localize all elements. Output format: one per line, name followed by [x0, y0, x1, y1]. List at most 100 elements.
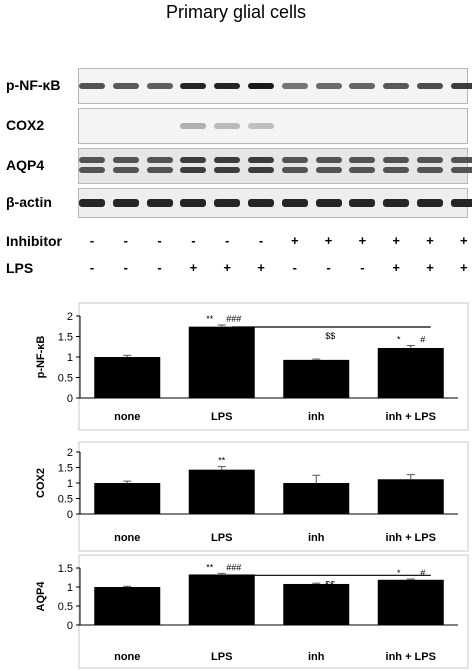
bar	[283, 483, 350, 514]
y-tick-label: 1	[67, 582, 73, 594]
blot-row-label: β-actin	[6, 194, 52, 210]
category-label: inh + LPS	[386, 651, 436, 663]
condition-sign: -	[191, 233, 196, 248]
blot-row-label: p-NF-κB	[6, 77, 61, 93]
blot-band	[450, 157, 472, 163]
blot-band	[315, 157, 342, 163]
blot-strip	[78, 148, 468, 184]
blot-band	[281, 157, 308, 163]
y-tick-label: 2	[67, 447, 73, 459]
category-label: inh	[308, 411, 325, 423]
condition-sign: +	[460, 260, 468, 275]
blot-band	[349, 199, 376, 207]
comparison-label: $$	[325, 331, 335, 341]
condition-sign: +	[460, 233, 468, 248]
blot-band	[248, 167, 274, 173]
blot-band	[383, 157, 410, 163]
blot-band	[417, 167, 443, 173]
condition-sign: +	[426, 233, 434, 248]
blot-band	[248, 199, 274, 207]
blot-band	[79, 83, 105, 89]
condition-label: Inhibitor	[6, 233, 62, 249]
blot-band	[214, 157, 241, 163]
blot-band	[214, 167, 241, 173]
blot-band	[180, 83, 207, 89]
blot-band	[79, 157, 105, 163]
blot-band	[248, 123, 274, 129]
blot-band	[146, 83, 173, 89]
bar	[377, 347, 444, 398]
blot-band	[180, 157, 207, 163]
blot-band	[248, 83, 274, 89]
blot-band	[281, 199, 308, 207]
significance-marker: ###	[226, 562, 241, 572]
y-tick-label: 1	[67, 352, 73, 364]
significance-marker: #	[420, 335, 425, 345]
condition-sign: -	[292, 260, 297, 275]
category-label: inh	[308, 532, 325, 544]
chart-frame	[78, 302, 469, 431]
blot-band	[112, 157, 139, 163]
category-label: LPS	[211, 532, 232, 544]
category-label: none	[114, 651, 140, 663]
significance-marker: #	[420, 568, 425, 578]
blot-band	[383, 167, 410, 173]
condition-sign: +	[392, 233, 400, 248]
bar	[94, 587, 161, 625]
significance-marker: **	[218, 456, 226, 466]
y-axis-label: p-NF-κB	[35, 336, 47, 379]
y-tick-label: 0.5	[58, 373, 73, 385]
category-label: inh + LPS	[386, 532, 436, 544]
blot-band	[180, 199, 207, 207]
condition-sign: -	[157, 260, 162, 275]
condition-sign: -	[326, 260, 331, 275]
blot-band	[281, 83, 308, 89]
blot-band	[112, 199, 139, 207]
bar	[188, 469, 255, 514]
blot-band	[146, 157, 173, 163]
significance-marker: *	[397, 568, 401, 578]
y-axis-label: COX2	[35, 468, 47, 498]
blot-band	[214, 123, 241, 129]
blot-band	[315, 83, 342, 89]
condition-sign: -	[258, 233, 264, 248]
condition-sign: -	[157, 233, 162, 248]
y-tick-label: 0	[67, 393, 73, 405]
condition-sign: -	[360, 260, 365, 275]
blot-band	[417, 157, 443, 163]
chart-frame	[78, 441, 469, 552]
blot-band	[248, 157, 274, 163]
blot-band	[214, 83, 241, 89]
bar	[188, 574, 255, 625]
blot-band	[349, 83, 376, 89]
comparison-label: $$	[325, 579, 335, 589]
condition-sign: -	[89, 233, 95, 248]
blot-band	[383, 83, 410, 89]
condition-sign: +	[257, 260, 265, 275]
bar	[377, 579, 444, 625]
blot-band	[214, 199, 241, 207]
condition-sign: -	[225, 233, 230, 248]
y-tick-label: 0	[67, 620, 73, 632]
blot-band	[79, 199, 105, 207]
bar	[283, 583, 350, 625]
bar	[377, 479, 444, 514]
condition-sign: +	[324, 233, 333, 248]
y-tick-label: 1	[67, 478, 73, 490]
condition-sign: -	[123, 260, 128, 275]
category-label: inh + LPS	[386, 411, 436, 423]
bar	[283, 359, 350, 398]
blot-band	[180, 123, 207, 129]
blot-band	[112, 167, 139, 173]
blot-row-label: COX2	[6, 117, 45, 133]
blot-band	[450, 167, 472, 173]
blot-band	[450, 199, 472, 207]
blot-band	[146, 199, 173, 207]
category-label: LPS	[211, 651, 232, 663]
blot-band	[281, 167, 308, 173]
condition-sign: +	[426, 260, 434, 275]
y-tick-label: 1.5	[58, 463, 73, 475]
blot-band	[112, 83, 139, 89]
blot-band	[417, 199, 443, 207]
significance-marker: ###	[226, 314, 241, 324]
